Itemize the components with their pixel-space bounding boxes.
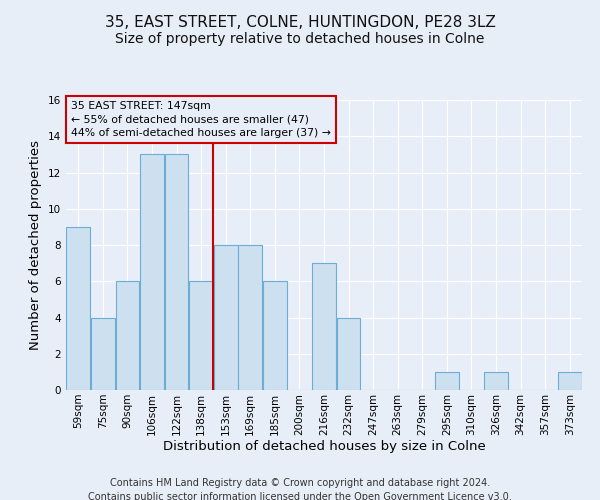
- Bar: [91, 318, 115, 390]
- Bar: [116, 281, 139, 390]
- Bar: [189, 281, 213, 390]
- Bar: [164, 154, 188, 390]
- Bar: [214, 245, 238, 390]
- Bar: [484, 372, 508, 390]
- Y-axis label: Number of detached properties: Number of detached properties: [29, 140, 43, 350]
- Text: Size of property relative to detached houses in Colne: Size of property relative to detached ho…: [115, 32, 485, 46]
- Text: Contains HM Land Registry data © Crown copyright and database right 2024.: Contains HM Land Registry data © Crown c…: [110, 478, 490, 488]
- Bar: [337, 318, 361, 390]
- Bar: [67, 227, 90, 390]
- Text: 35 EAST STREET: 147sqm
← 55% of detached houses are smaller (47)
44% of semi-det: 35 EAST STREET: 147sqm ← 55% of detached…: [71, 102, 331, 138]
- X-axis label: Distribution of detached houses by size in Colne: Distribution of detached houses by size …: [163, 440, 485, 454]
- Bar: [312, 263, 336, 390]
- Bar: [558, 372, 581, 390]
- Text: 35, EAST STREET, COLNE, HUNTINGDON, PE28 3LZ: 35, EAST STREET, COLNE, HUNTINGDON, PE28…: [104, 15, 496, 30]
- Bar: [263, 281, 287, 390]
- Bar: [238, 245, 262, 390]
- Text: Contains public sector information licensed under the Open Government Licence v3: Contains public sector information licen…: [88, 492, 512, 500]
- Bar: [435, 372, 459, 390]
- Bar: [140, 154, 164, 390]
